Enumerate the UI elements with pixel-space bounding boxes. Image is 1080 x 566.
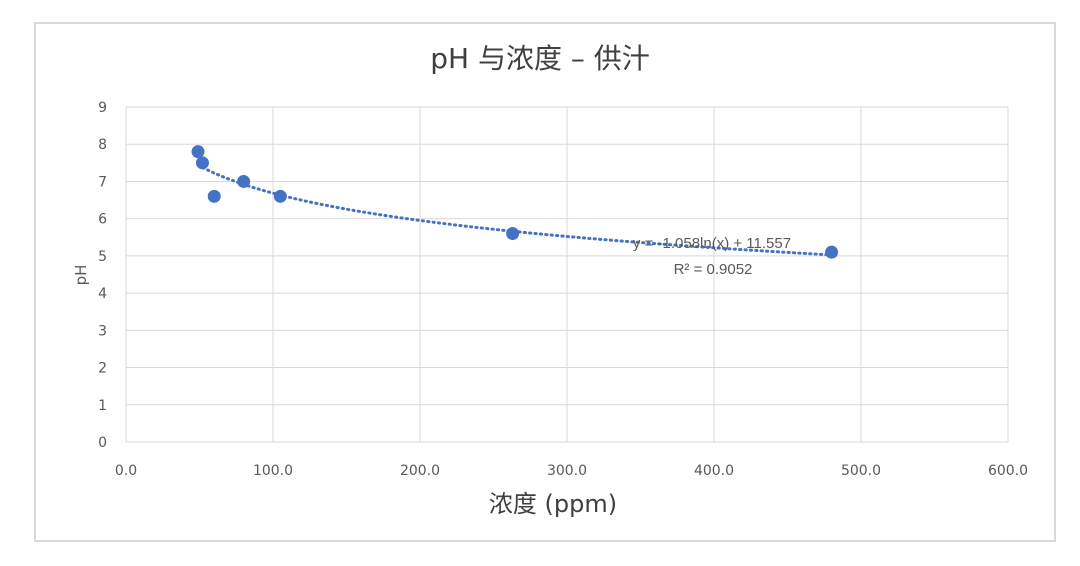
data-point xyxy=(195,156,209,170)
x-tick-label: 600.0 xyxy=(988,463,1028,479)
y-tick-labels: 0 1 2 3 4 5 6 7 8 9 xyxy=(98,100,107,451)
trendline-equation: y = -1.058ln(x) + 11.557 xyxy=(633,235,791,252)
y-tick-label: 6 xyxy=(98,212,107,228)
y-tick-label: 4 xyxy=(98,286,107,302)
x-tick-label: 400.0 xyxy=(694,463,734,479)
data-point xyxy=(191,145,205,159)
data-point xyxy=(207,189,221,203)
y-tick-label: 2 xyxy=(98,361,107,377)
x-tick-label: 500.0 xyxy=(841,463,881,479)
y-tick-label: 8 xyxy=(98,137,107,153)
x-tick-label: 0.0 xyxy=(115,463,137,479)
chart-title: pH 与浓度 – 供汁 xyxy=(430,42,650,75)
y-tick-label: 9 xyxy=(98,100,107,116)
x-tick-label: 100.0 xyxy=(253,463,293,479)
y-tick-label: 0 xyxy=(98,435,107,451)
data-point xyxy=(825,245,839,259)
data-point xyxy=(273,189,287,203)
y-tick-label: 3 xyxy=(98,323,107,339)
x-tick-label: 300.0 xyxy=(547,463,587,479)
data-point xyxy=(506,227,520,241)
x-tick-labels: 0.0 100.0 200.0 300.0 400.0 500.0 600.0 xyxy=(115,463,1028,479)
grid-lines xyxy=(125,106,1009,443)
chart-frame xyxy=(34,22,1056,542)
x-axis-label: 浓度 (ppm) xyxy=(489,490,617,518)
data-point xyxy=(237,174,251,188)
x-tick-label: 200.0 xyxy=(400,463,440,479)
y-tick-label: 7 xyxy=(98,174,107,190)
y-tick-label: 1 xyxy=(98,398,107,414)
r-squared-label: R² = 0.9052 xyxy=(674,261,753,278)
y-tick-label: 5 xyxy=(98,249,107,265)
data-points xyxy=(191,145,839,259)
y-axis-label: pH xyxy=(72,265,90,286)
